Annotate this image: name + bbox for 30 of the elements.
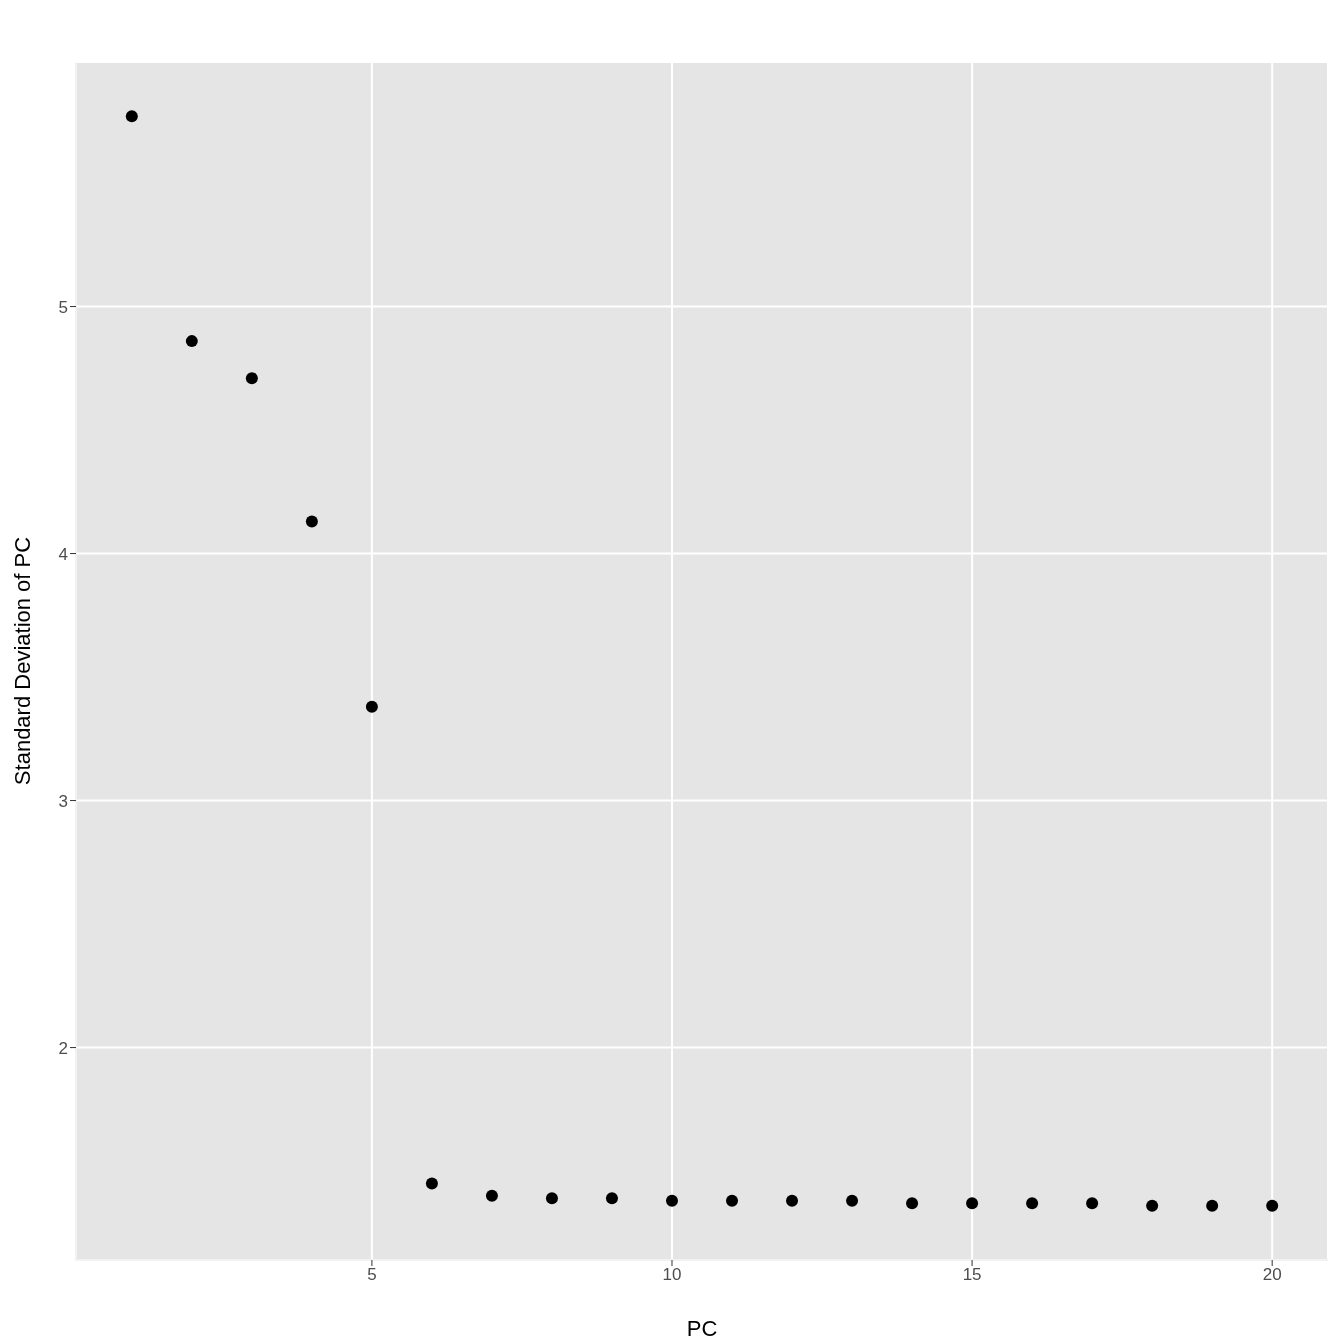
point — [1026, 1197, 1039, 1210]
point — [245, 372, 258, 385]
point — [906, 1197, 919, 1210]
point — [665, 1194, 678, 1207]
point — [185, 335, 198, 348]
x-tick-label: 5 — [367, 1265, 377, 1285]
x-axis-title: PC — [686, 1316, 718, 1341]
point — [1086, 1197, 1099, 1210]
point — [305, 515, 318, 528]
y-tick-label: 2 — [58, 1038, 68, 1058]
point — [125, 110, 138, 123]
point — [365, 700, 378, 713]
point — [485, 1189, 498, 1202]
y-tick-label: 5 — [58, 297, 68, 317]
y-axis-title: Standard Deviation of PC — [9, 536, 35, 786]
point — [1146, 1199, 1159, 1212]
point — [966, 1197, 979, 1210]
point — [726, 1194, 739, 1207]
point — [545, 1192, 558, 1205]
point — [605, 1192, 618, 1205]
point — [1266, 1199, 1279, 1212]
x-tick-label: 10 — [662, 1265, 682, 1285]
point — [1206, 1199, 1219, 1212]
y-tick-label: 3 — [58, 791, 68, 811]
x-tick-label: 15 — [962, 1265, 982, 1285]
x-tick-label: 20 — [1262, 1265, 1282, 1285]
point — [846, 1194, 859, 1207]
point — [425, 1177, 438, 1190]
y-tick-label: 4 — [58, 544, 68, 564]
point — [786, 1194, 799, 1207]
